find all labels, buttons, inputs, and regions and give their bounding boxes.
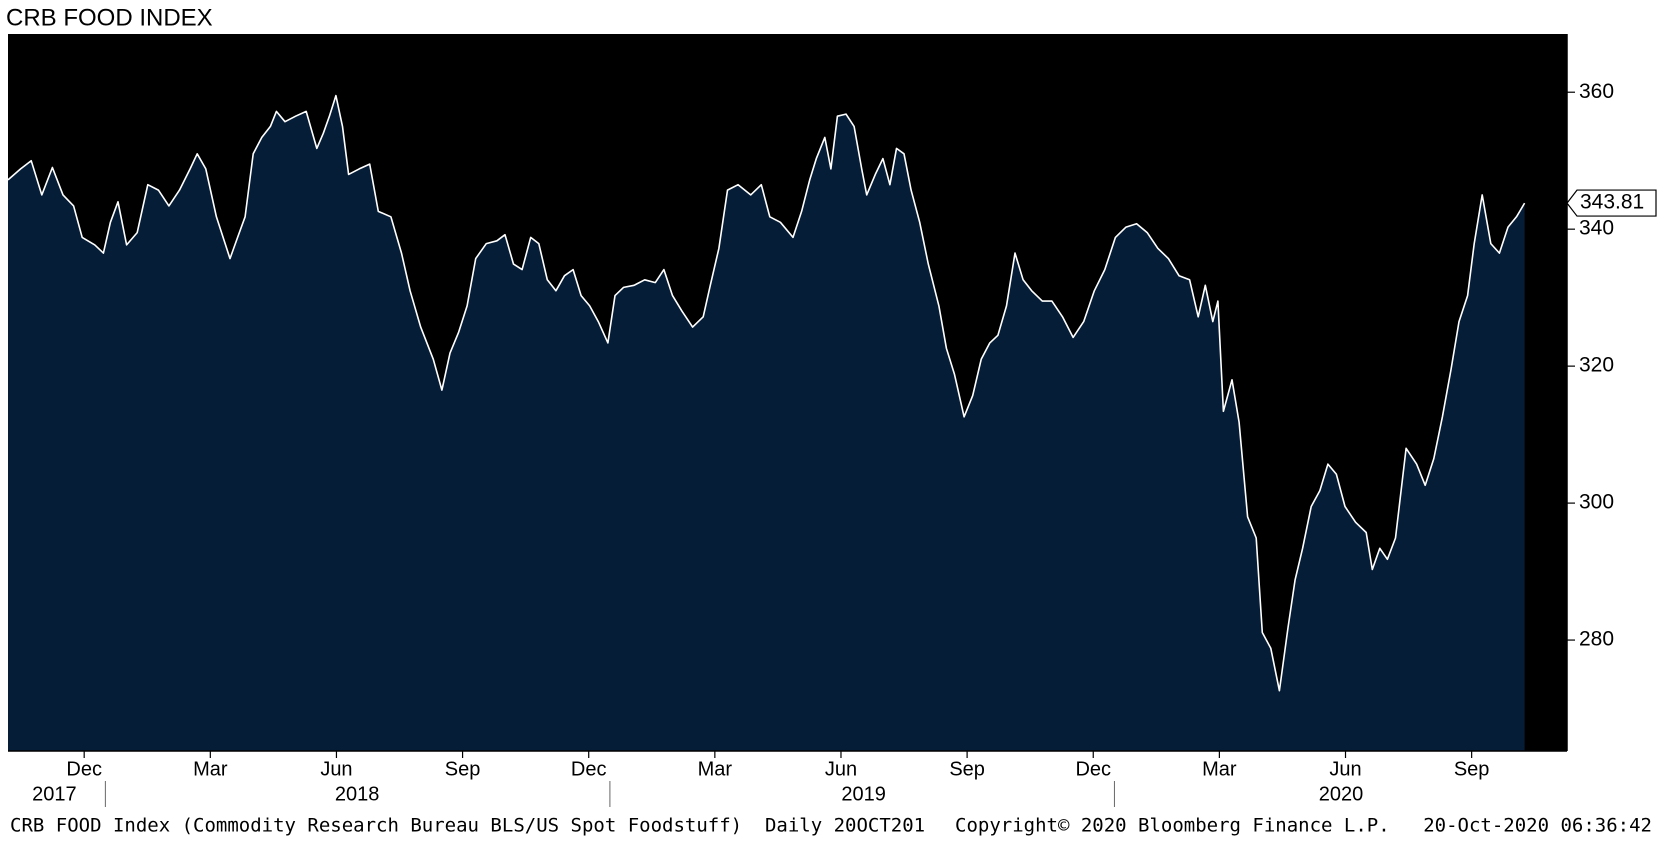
x-tick-label: Mar: [1202, 758, 1237, 780]
y-tick-label: 360: [1579, 80, 1614, 103]
year-label: 2017: [32, 783, 77, 805]
x-tick-label: Dec: [66, 758, 102, 780]
x-tick-label: Sep: [445, 758, 481, 780]
x-tick-label: Mar: [698, 758, 733, 780]
x-tick-label: Jun: [1329, 758, 1361, 780]
last-value-tag: [1566, 189, 1657, 217]
area: [8, 95, 1525, 752]
year-label: 2018: [335, 783, 380, 805]
footer-description: CRB FOOD Index (Commodity Research Burea…: [10, 815, 925, 837]
y-tick-label: 300: [1579, 491, 1614, 514]
year-label: 2020: [1319, 783, 1364, 805]
x-tick-label: Dec: [1075, 758, 1111, 780]
y-tick-label: 320: [1579, 354, 1614, 377]
x-tick-label: Jun: [825, 758, 857, 780]
y-tick-label: 280: [1579, 628, 1614, 651]
footer-copyright: Copyright© 2020 Bloomberg Finance L.P.: [955, 815, 1390, 837]
x-tick-label: Dec: [571, 758, 607, 780]
x-tick-label: Sep: [949, 758, 985, 780]
x-tick-label: Mar: [193, 758, 228, 780]
last-value-label: 343.81: [1580, 191, 1644, 214]
x-tick-label: Jun: [320, 758, 352, 780]
x-tick-label: Sep: [1454, 758, 1490, 780]
footer-timestamp: 20-Oct-2020 06:36:42: [1423, 815, 1652, 837]
chart-title: CRB FOOD INDEX: [6, 4, 213, 31]
y-tick-label: 340: [1579, 217, 1614, 240]
line: [7, 94, 1526, 692]
year-label: 2019: [841, 783, 886, 805]
